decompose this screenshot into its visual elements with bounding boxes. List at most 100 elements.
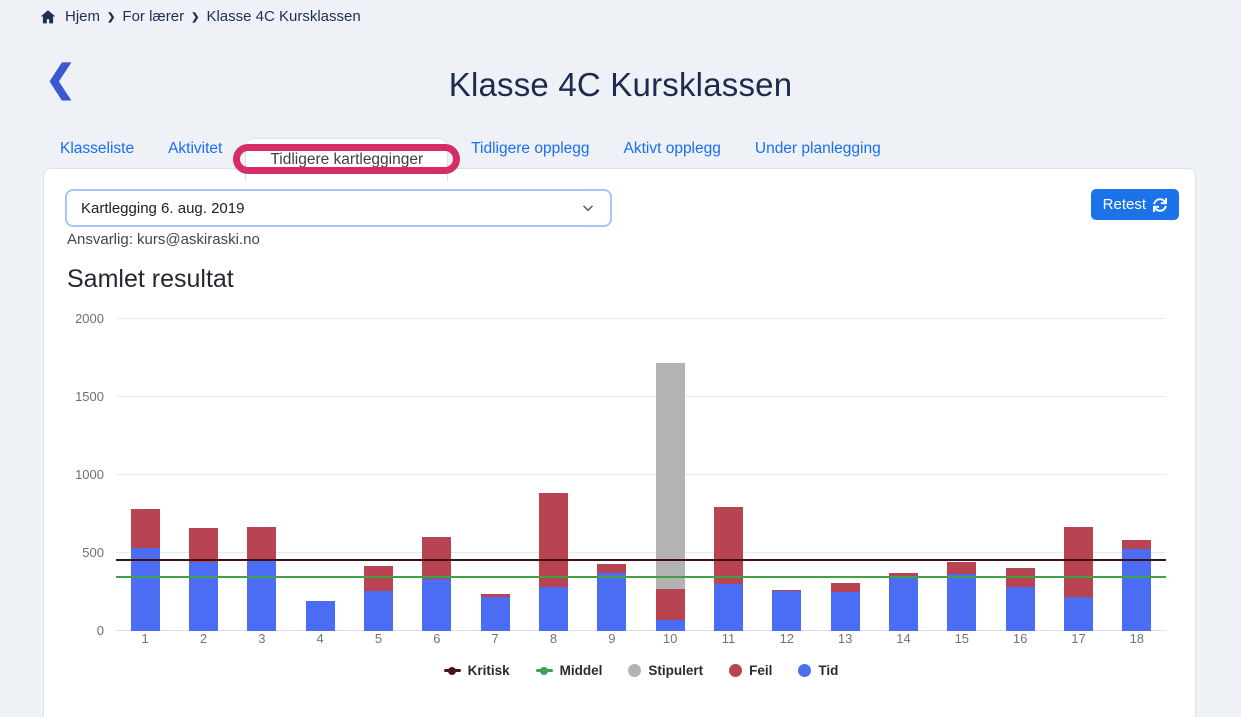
x-axis-label: 16 [1012, 631, 1028, 646]
bar-segment-tid[interactable] [247, 560, 277, 631]
reference-line-kritisk [116, 559, 1166, 562]
bar-segment-tid[interactable] [772, 591, 802, 631]
bar-segment-feil[interactable] [189, 528, 218, 563]
chart-legend: Kritisk Middel Stipulert Feil Tid [116, 663, 1166, 678]
bar-segment-tid[interactable] [305, 600, 335, 631]
reference-line-middel [116, 576, 1166, 579]
legend-label: Middel [559, 663, 603, 678]
section-title: Samlet resultat [67, 265, 234, 293]
bar-segment-feil[interactable] [422, 537, 452, 579]
breadcrumb: Hjem ❯ For lærer ❯ Klasse 4C Kursklassen [40, 8, 361, 25]
y-axis-label: 2000 [75, 311, 104, 326]
legend-item-feil[interactable]: Feil [729, 663, 772, 678]
bar-segment-feil[interactable] [480, 594, 510, 597]
bar-segment-stipulert[interactable] [655, 362, 685, 589]
bar-segment-feil[interactable] [772, 589, 802, 592]
tab-content-panel: Kartlegging 6. aug. 2019 Retest Ansvarli… [43, 168, 1196, 717]
legend-marker-line-icon [443, 666, 461, 675]
x-axis-label: 14 [896, 631, 911, 646]
bar-segment-feil[interactable] [947, 561, 977, 575]
bar-segment-tid[interactable] [889, 577, 918, 631]
x-axis-label: 4 [316, 631, 324, 646]
tab-tidligere-opplegg[interactable]: Tidligere opplegg [471, 140, 590, 157]
bar-segment-feil[interactable] [539, 492, 568, 588]
x-axis-label: 18 [1129, 631, 1145, 646]
legend-marker-dot-icon [540, 666, 549, 675]
legend-marker-line-icon [535, 666, 553, 675]
bar-segment-tid[interactable] [830, 592, 860, 631]
tab-klasseliste[interactable]: Klasseliste [60, 140, 135, 157]
tab-tidligere-kartlegginger[interactable]: Tidligere kartlegginger [245, 138, 449, 182]
tab-active-wrap: Tidligere kartlegginger [233, 138, 461, 182]
samlet-resultat-chart: 0 500 1000 1500 2000 1 2 3 4 5 6 7 8 9 10 11 12 13 14 15 16 1… [66, 311, 1181, 711]
legend-label: Tid [818, 663, 839, 678]
bar-segment-tid[interactable] [1064, 597, 1093, 631]
x-axis-label: 5 [374, 631, 383, 646]
kartlegging-select[interactable]: Kartlegging 6. aug. 2019 [65, 189, 612, 227]
legend-marker-circle-icon [628, 664, 642, 677]
bar-segment-feil[interactable] [714, 506, 743, 585]
bar-segment-feil[interactable] [1122, 539, 1152, 550]
x-axis-label: 6 [433, 631, 441, 646]
tab-aktivt-opplegg[interactable]: Aktivt opplegg [623, 140, 721, 157]
bar-segment-feil[interactable] [597, 563, 627, 574]
x-axis-label: 2 [199, 631, 208, 646]
retest-button-label: Retest [1102, 196, 1146, 213]
bar-segment-tid[interactable] [189, 562, 218, 631]
sync-icon [1153, 197, 1167, 212]
bar-segment-feil[interactable] [364, 566, 393, 592]
legend-label: Stipulert [648, 663, 704, 678]
y-axis-label: 500 [82, 545, 104, 560]
bar-segment-tid[interactable] [655, 620, 685, 631]
bar-segment-feil[interactable] [130, 509, 160, 549]
y-axis-label: 1000 [75, 467, 104, 482]
x-axis-label: 12 [779, 631, 795, 646]
legend-marker-dot-icon [448, 666, 457, 675]
bar-segment-tid[interactable] [597, 573, 627, 631]
legend-label: Feil [749, 663, 773, 678]
y-axis-label: 0 [96, 623, 104, 638]
bar-segment-tid[interactable] [947, 574, 977, 631]
tab-aktivitet[interactable]: Aktivitet [168, 140, 223, 157]
legend-label: Kritisk [467, 663, 510, 678]
bar-segment-tid[interactable] [1005, 586, 1035, 631]
legend-marker-circle-icon [729, 664, 743, 677]
legend-item-stipulert[interactable]: Stipulert [628, 663, 703, 678]
bar-segment-tid[interactable] [714, 584, 743, 631]
retest-button[interactable]: Retest [1090, 189, 1179, 220]
chevron-down-icon [580, 200, 596, 216]
x-axis-label: 10 [662, 631, 678, 646]
breadcrumb-link-hjem[interactable]: Hjem [65, 8, 101, 25]
legend-item-kritisk[interactable]: Kritisk [443, 663, 510, 678]
x-axis-label: 1 [141, 631, 149, 646]
kartlegging-select-value: Kartlegging 6. aug. 2019 [81, 199, 245, 217]
bar-segment-feil[interactable] [889, 572, 918, 578]
back-button[interactable]: ❮ [45, 58, 77, 99]
bar-segment-tid[interactable] [539, 587, 568, 631]
bar-segment-feil[interactable] [1064, 526, 1093, 598]
tab-under-planlegging[interactable]: Under planlegging [754, 140, 881, 157]
tab-bar: Klasseliste Aktivitet Tidligere kartlegg… [43, 124, 898, 182]
plot-grid [116, 318, 1166, 631]
x-axis-label: 15 [954, 631, 970, 646]
breadcrumb-current: Klasse 4C Kursklassen [206, 8, 361, 25]
legend-item-tid[interactable]: Tid [798, 663, 838, 678]
gridline [116, 318, 1166, 319]
bar-segment-feil[interactable] [247, 526, 277, 561]
x-axis-label: 9 [608, 631, 616, 646]
bar-segment-tid[interactable] [422, 578, 452, 631]
bar-segment-tid[interactable] [1122, 549, 1152, 631]
ansvarlig-text: Ansvarlig: kurs@askiraski.no [67, 231, 260, 248]
bar-segment-tid[interactable] [364, 591, 393, 631]
x-axis-label: 8 [549, 631, 558, 646]
bar-segment-tid[interactable] [480, 596, 510, 631]
breadcrumb-link-for-laerer[interactable]: For lærer [122, 8, 185, 25]
bar-segment-feil[interactable] [830, 582, 860, 592]
chevron-right-icon: ❯ [191, 11, 200, 23]
bar-segment-tid[interactable] [130, 548, 160, 631]
x-axis-label: 13 [837, 631, 853, 646]
legend-item-middel[interactable]: Middel [535, 663, 603, 678]
home-icon[interactable] [40, 9, 56, 25]
bar-segment-feil[interactable] [655, 588, 685, 621]
